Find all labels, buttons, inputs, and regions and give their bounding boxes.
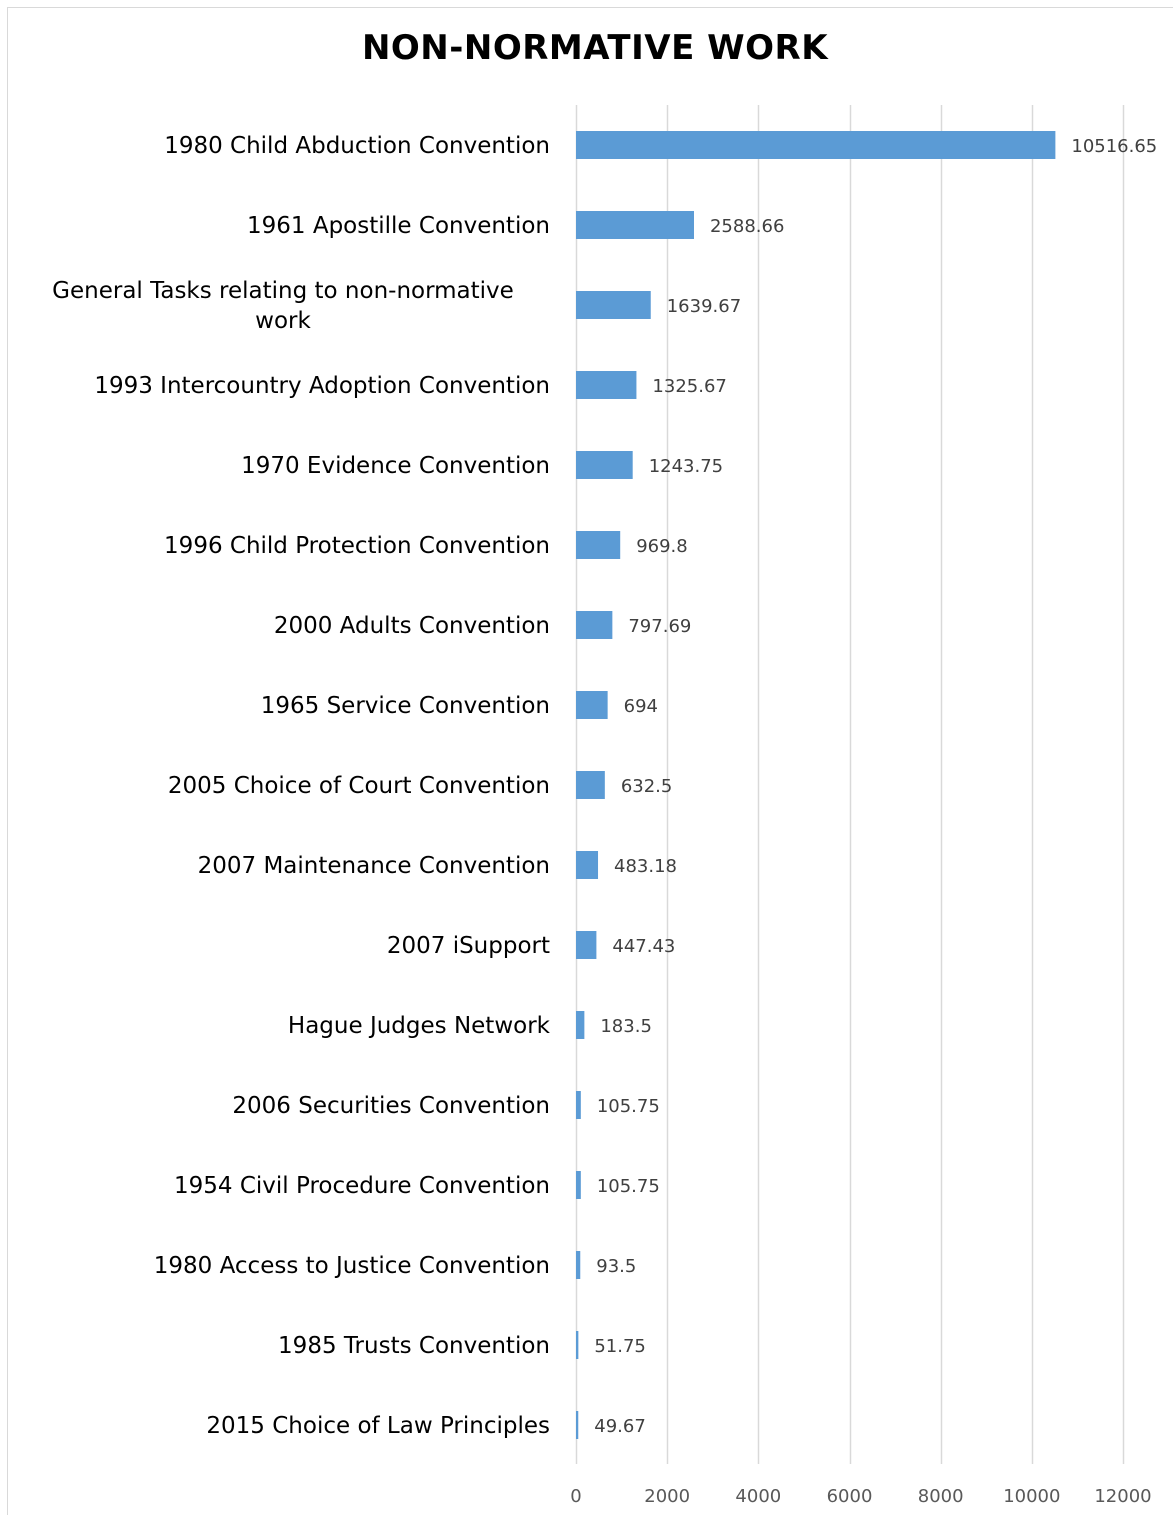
category-label: 1996 Child Protection Convention [164, 533, 550, 559]
data-label: 1325.67 [652, 376, 726, 397]
bar [576, 291, 651, 319]
data-label: 694 [624, 696, 658, 717]
data-label: 483.18 [614, 856, 677, 877]
data-label: 1243.75 [649, 456, 723, 477]
bar [576, 131, 1056, 159]
data-label: 51.75 [594, 1336, 646, 1357]
x-tick-label: 2000 [644, 1486, 690, 1507]
bar [576, 531, 621, 559]
bar [576, 851, 599, 879]
x-tick-label: 6000 [827, 1486, 873, 1507]
data-label: 105.75 [597, 1176, 660, 1197]
category-label: 1993 Intercountry Adoption Convention [94, 373, 550, 399]
data-label: 632.5 [621, 776, 673, 797]
chart-title: NON-NORMATIVE WORK [361, 28, 829, 68]
x-tick-label: 0 [570, 1486, 581, 1507]
category-label: 2000 Adults Convention [274, 613, 550, 639]
category-label: 2005 Choice of Court Convention [168, 773, 550, 799]
category-label: General Tasks relating to non-normative w… [52, 278, 514, 334]
category-label: 2007 Maintenance Convention [198, 853, 550, 879]
category-label: 1961 Apostille Convention [247, 213, 550, 239]
x-tick-label: 12000 [1094, 1486, 1151, 1507]
bar [576, 1331, 579, 1359]
bar [576, 1411, 579, 1439]
bars [576, 131, 1056, 1439]
data-label: 183.5 [600, 1016, 652, 1037]
category-label-line: General Tasks relating to non-normative [52, 278, 514, 304]
x-tick-label: 4000 [735, 1486, 781, 1507]
bar [576, 931, 597, 959]
data-label: 10516.65 [1071, 136, 1157, 157]
data-label: 2588.66 [710, 216, 784, 237]
x-axis: 0 2000 4000 6000 8000 10000 12000 [570, 1486, 1151, 1507]
category-label: 1954 Civil Procedure Convention [174, 1173, 550, 1199]
value-labels: 10516.65 2588.66 1639.67 1325.67 1243.75 969.… [594, 136, 1157, 1437]
x-tick-label: 10000 [1003, 1486, 1060, 1507]
bar [576, 691, 608, 719]
y-axis: 1980 Child Abduction Convention 1961 Apos… [52, 133, 551, 1439]
data-label: 797.69 [628, 616, 691, 637]
bar [576, 771, 605, 799]
data-label: 447.43 [612, 936, 675, 957]
category-label: 1970 Evidence Convention [241, 453, 550, 479]
bar [576, 211, 694, 239]
category-label: 1980 Child Abduction Convention [164, 133, 550, 159]
category-label: 1965 Service Convention [261, 693, 550, 719]
data-label: 105.75 [597, 1096, 660, 1117]
category-label: 1980 Access to Justice Convention [154, 1253, 550, 1279]
category-label: 2007 iSupport [387, 933, 550, 959]
bar [576, 1091, 581, 1119]
bar [576, 371, 637, 399]
data-label: 93.5 [596, 1256, 636, 1277]
chart-frame [7, 7, 1173, 1515]
data-label: 49.67 [594, 1416, 646, 1437]
category-label: 2015 Choice of Law Principles [206, 1413, 550, 1439]
x-tick-label: 8000 [918, 1486, 964, 1507]
bar [576, 611, 613, 639]
category-label-line: work [255, 308, 311, 334]
category-label: Hague Judges Network [288, 1013, 551, 1039]
bar [576, 451, 633, 479]
bar [576, 1251, 581, 1279]
data-label: 1639.67 [667, 296, 741, 317]
bar [576, 1011, 585, 1039]
category-label: 1985 Trusts Convention [278, 1333, 550, 1359]
category-label: 2006 Securities Convention [232, 1093, 550, 1119]
data-label: 969.8 [636, 536, 688, 557]
bar [576, 1171, 581, 1199]
